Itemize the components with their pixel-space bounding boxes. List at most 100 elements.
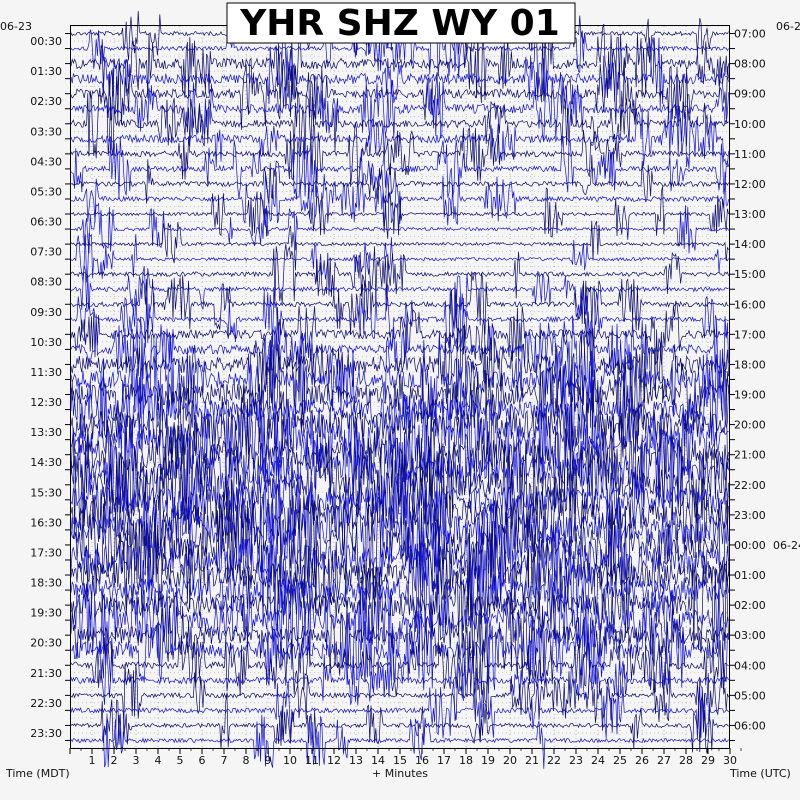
left-tick-label: 09:30	[30, 306, 62, 319]
trace-row	[70, 695, 729, 754]
trace-row	[71, 71, 729, 143]
right-date-label: 06-2	[776, 20, 800, 33]
left-tick-label: 23:30	[30, 727, 62, 740]
left-axis-ticks: 00:30 01:30 02:30 03:30 04:30 05:30 06:30 07:30…	[30, 33, 70, 741]
x-tick-label: 30	[723, 754, 737, 767]
right-tick-label: 22:00	[734, 479, 766, 492]
left-tick-label: 06:30	[30, 216, 62, 229]
trace-row	[70, 136, 729, 200]
right-tick-label: 12:00	[734, 178, 766, 191]
left-tick-label: 17:30	[30, 546, 62, 559]
left-tick-label: 03:30	[30, 125, 62, 138]
x-tick-label: 28	[679, 754, 693, 767]
right-tick-label: 19:00	[734, 389, 766, 402]
x-tick-label: 17	[437, 754, 451, 767]
trace-row	[70, 490, 729, 601]
left-tick-label: 16:30	[30, 516, 62, 529]
minute-grid	[70, 25, 730, 749]
right-tick-label: 02:00	[734, 599, 766, 612]
trace-row	[70, 154, 729, 205]
x-tick-label: 1	[89, 754, 96, 767]
right-tick-label: 07:00	[734, 28, 766, 41]
right-tick-label: 23:00	[734, 509, 766, 522]
x-tick-label: 14	[371, 754, 385, 767]
left-tick-label: 22:30	[30, 697, 62, 710]
x-tick-label: 29	[701, 754, 715, 767]
trace-row	[70, 244, 729, 304]
left-date-label: 06-23	[0, 20, 32, 33]
trace-row	[71, 202, 729, 254]
left-axis-label: Time (MDT)	[5, 767, 70, 780]
left-tick-label: 11:30	[30, 366, 62, 379]
trace-row	[70, 589, 729, 682]
left-tick-label: 21:30	[30, 667, 62, 680]
right-tick-label: 10:00	[734, 118, 766, 131]
trace-row	[70, 300, 729, 366]
right-tick-label: 08:00	[734, 58, 766, 71]
x-tick-label: 21	[525, 754, 539, 767]
x-tick-label: 15	[393, 754, 407, 767]
x-tick-label: 7	[221, 754, 228, 767]
trace-row	[70, 631, 729, 698]
x-tick-label: 25	[613, 754, 627, 767]
right-tick-label: 15:00	[734, 268, 766, 281]
x-tick-label: 9	[265, 754, 272, 767]
right-tick-label: 14:00	[734, 238, 766, 251]
trace-row	[70, 311, 729, 386]
left-tick-label: 13:30	[30, 426, 62, 439]
trace-row	[70, 186, 729, 240]
x-tick-label: 20	[503, 754, 517, 767]
right-tick-label: 01:00	[734, 569, 766, 582]
x-tick-label: 18	[459, 754, 473, 767]
x-tick-label: 19	[481, 754, 495, 767]
left-tick-label: 20:30	[30, 637, 62, 650]
trace-row	[70, 220, 729, 271]
chart-title: YHR SHZ WY 01	[239, 3, 560, 44]
x-tick-label: 4	[155, 754, 162, 767]
left-tick-label: 07:30	[30, 246, 62, 259]
right-tick-label: 20:00	[734, 419, 766, 432]
right-tick-label: 04:00	[734, 659, 766, 672]
x-tick-label: 27	[657, 754, 671, 767]
right-axis-label: Time (UTC)	[729, 767, 791, 780]
x-axis-label: + Minutes	[372, 767, 428, 780]
x-tick-label: 10	[283, 754, 297, 767]
trace-row	[70, 476, 729, 586]
left-tick-label: 10:30	[30, 336, 62, 349]
left-tick-label: 04:30	[30, 155, 62, 168]
trace-row	[70, 390, 729, 496]
right-tick-label: 03:00	[734, 629, 766, 642]
x-tick-label: 23	[569, 754, 583, 767]
left-tick-label: 18:30	[30, 577, 62, 590]
x-tick-label: 16	[415, 754, 429, 767]
right-axis-ticks: 07:00 08:00 09:00 10:00 11:00 12:00 13:00 14:00…	[730, 28, 800, 741]
trace-row	[70, 713, 729, 769]
title-box	[226, 2, 576, 44]
left-tick-label: 02:30	[30, 95, 62, 108]
trace-row	[70, 540, 729, 643]
x-tick-label: 3	[133, 754, 140, 767]
x-tick-label: 22	[547, 754, 561, 767]
left-tick-label: 08:30	[30, 276, 62, 289]
trace-row	[70, 374, 729, 482]
right-tick-label: 21:00	[734, 449, 766, 462]
right-tick-label: 11:00	[734, 148, 766, 161]
trace-row	[70, 122, 729, 187]
x-tick-label: 5	[177, 754, 184, 767]
x-tick-label: 8	[243, 754, 250, 767]
right-next-date-label: 06-24	[773, 539, 800, 552]
right-tick-label: 18:00	[734, 358, 766, 371]
x-tick-label: 13	[349, 754, 363, 767]
right-tick-label: 16:00	[734, 298, 766, 311]
right-tick-label: 09:00	[734, 88, 766, 101]
right-tick-label: 06:00	[734, 719, 766, 732]
x-tick-label: 11	[305, 754, 319, 767]
x-tick-label: 2	[111, 754, 118, 767]
x-tick-label: 26	[635, 754, 649, 767]
left-tick-label: 05:30	[30, 185, 62, 198]
trace-row	[70, 21, 729, 79]
left-tick-label: 12:30	[30, 396, 62, 409]
trace-row	[70, 171, 729, 227]
left-tick-label: 19:30	[30, 607, 62, 620]
